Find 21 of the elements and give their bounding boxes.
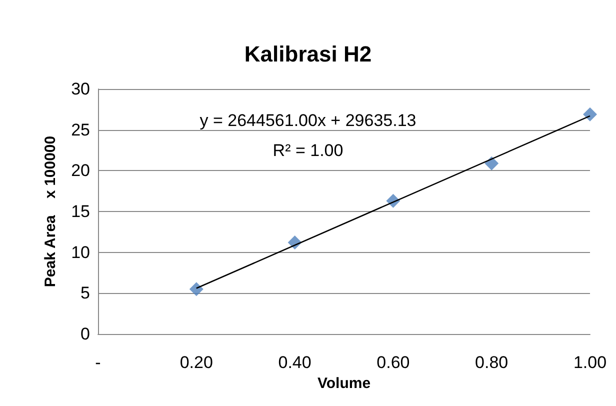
x-tick-label: 0.40: [278, 353, 312, 372]
point: [484, 156, 499, 170]
x-tick-label: 0.20: [180, 353, 213, 372]
x-tick-label: 0.60: [376, 353, 410, 372]
annotation: R² = 1.00: [272, 141, 344, 160]
y-tick-label: 20: [71, 161, 90, 180]
point: [189, 282, 204, 296]
y-tick-label: 30: [71, 80, 90, 98]
y-tick-label: 5: [80, 284, 90, 303]
y-tick-label: 15: [71, 202, 90, 221]
y-axis-title: Peak Area x 100000: [42, 136, 59, 288]
annotation: y = 2644561.00x + 29635.13: [200, 111, 416, 130]
point: [583, 107, 597, 122]
x-tick-label: 1.00: [573, 353, 607, 372]
chart-title: Kalibrasi H2: [244, 42, 372, 66]
x-tick-label: -: [95, 353, 101, 372]
x-axis-title: Volume: [317, 374, 371, 392]
y-tick-label: 25: [71, 120, 90, 140]
y-tick-label: 0: [80, 324, 90, 344]
x-tick-label: 0.80: [475, 353, 508, 372]
y-tick-label: 10: [71, 242, 90, 262]
